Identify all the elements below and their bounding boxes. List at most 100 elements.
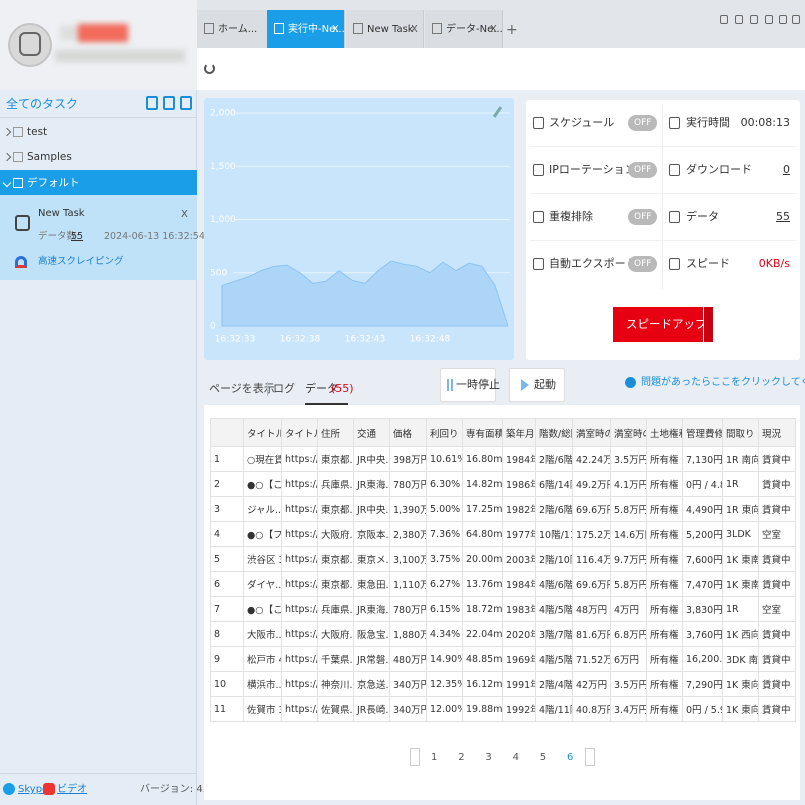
header-cell[interactable]: 価格 [389, 418, 427, 447]
header-cell[interactable]: 間取り [722, 418, 759, 447]
task-count[interactable]: 55 [71, 231, 84, 242]
tab-close[interactable]: X [411, 24, 418, 35]
tab[interactable] [197, 10, 275, 48]
header-cell[interactable]: 土地権利 [646, 418, 683, 447]
header-cell[interactable]: 住所 [317, 418, 354, 447]
table-cell: 19.88m² [462, 696, 503, 722]
page-number[interactable]: 6 [567, 752, 574, 763]
header-cell[interactable]: 利回り [426, 418, 463, 447]
tab[interactable] [346, 10, 424, 48]
header-cell[interactable]: 現況 [758, 418, 796, 447]
toggle-state[interactable]: OFF [634, 118, 652, 128]
window-control[interactable] [750, 15, 758, 24]
video-icon[interactable] [43, 783, 55, 795]
header-cell[interactable]: 専有面積 [462, 418, 503, 447]
tab-close[interactable]: X [332, 24, 339, 35]
table-cell: 5.00% [426, 496, 463, 522]
speed-up-label[interactable]: スピードアップ [626, 317, 707, 331]
video-link[interactable]: ビデオ [57, 784, 87, 795]
table-cell: 175.2万円 [572, 521, 611, 547]
task-name[interactable]: New Task [38, 208, 85, 219]
table-cell: 81.6万円 [572, 621, 611, 647]
window-control[interactable] [792, 15, 800, 24]
window-control[interactable] [765, 15, 773, 24]
avatar-icon [19, 32, 41, 56]
table-cell: https://w... [281, 471, 318, 497]
table-cell: JR東海... [353, 596, 390, 622]
all-tasks-label[interactable]: 全てのタスク [6, 97, 79, 111]
pause-label[interactable]: 一時停止 [456, 378, 500, 391]
header-cell[interactable]: タイトル [243, 418, 282, 447]
prev-page[interactable] [410, 748, 420, 766]
new-tab[interactable]: + [506, 22, 518, 38]
toggle[interactable] [628, 209, 657, 225]
toggle[interactable] [628, 162, 657, 178]
status-label: スピード [686, 257, 730, 270]
table-cell: 賃貸中 [758, 496, 796, 522]
status-value[interactable]: 55 [776, 210, 790, 223]
folder-name[interactable]: Samples [27, 151, 72, 163]
pause-button[interactable] [440, 368, 496, 402]
tab-label[interactable]: データ-Ne... [446, 24, 503, 35]
row-divider [530, 146, 796, 147]
header-cell[interactable]: 築年月 [502, 418, 536, 447]
tab[interactable] [425, 10, 503, 48]
page-number[interactable]: 5 [539, 752, 547, 763]
page-number[interactable]: 4 [512, 752, 519, 763]
header-cell[interactable]: 管理費修 [682, 418, 723, 447]
folder-name[interactable]: デフォルト [27, 177, 80, 189]
toggle-state[interactable]: OFF [634, 165, 652, 175]
tab-label[interactable]: New Task [367, 24, 414, 35]
table-cell: 所有権 [646, 471, 683, 497]
view-tab-data[interactable]: データ [305, 382, 338, 395]
status-value[interactable]: 0 [783, 163, 790, 176]
help-icon[interactable] [625, 377, 636, 388]
refresh-icon[interactable] [204, 63, 215, 74]
help-link[interactable]: 問題があったらここをクリックしてください [641, 377, 805, 388]
toggle-state[interactable]: OFF [634, 259, 652, 269]
toolbar-icon[interactable] [180, 96, 192, 110]
window-control[interactable] [735, 15, 743, 24]
table-cell: 2階/10階建 [535, 546, 573, 572]
toggle[interactable] [628, 256, 657, 272]
header-cell[interactable]: 満室時の年 [572, 418, 611, 447]
toggle[interactable] [628, 115, 657, 131]
start-button[interactable] [509, 368, 565, 402]
speed-up-dropdown[interactable] [703, 307, 713, 342]
x-tick-label: 16:32:33 [215, 335, 255, 345]
table-cell: ダイヤ... [243, 571, 282, 597]
next-page[interactable] [585, 748, 595, 766]
toolbar-icon[interactable] [146, 96, 158, 110]
page-number[interactable]: 3 [485, 752, 492, 763]
toolbar-icon[interactable] [163, 96, 175, 110]
tab-label[interactable]: 実行中-Ne... [288, 24, 345, 35]
tab[interactable] [267, 10, 345, 48]
tab-close[interactable]: X [490, 24, 497, 35]
task-mode[interactable]: 高速スクレイピング [38, 256, 124, 267]
view-tab-log[interactable]: ログ [273, 382, 295, 395]
table-cell: https://w... [281, 621, 318, 647]
view-tab-data-count[interactable]: (55) [331, 382, 354, 395]
header-cell[interactable]: 階数/総階 [535, 418, 573, 447]
tab-label[interactable]: ホーム... [218, 24, 258, 35]
table-cell: 賃貸中 [758, 546, 796, 572]
header-cell[interactable]: 満室時の月 [610, 418, 647, 447]
folder-name[interactable]: test [27, 126, 48, 138]
table-cell: 1,390万円 [389, 496, 427, 522]
skype-icon[interactable] [3, 783, 15, 795]
page-number[interactable]: 2 [458, 752, 465, 763]
skype-link[interactable]: Skype [18, 784, 49, 795]
table-cell: 6.8万円 [610, 621, 647, 647]
start-label[interactable]: 起動 [534, 378, 556, 391]
page-number[interactable]: 1 [431, 752, 438, 763]
view-tab-page[interactable]: ページを表示 [209, 382, 275, 395]
table-cell: 3.5万円 [610, 446, 647, 472]
header-cell[interactable]: タイトル [281, 418, 318, 447]
toggle-state[interactable]: OFF [634, 212, 652, 222]
window-control[interactable] [779, 15, 787, 24]
task-close[interactable]: X [181, 209, 188, 220]
window-control[interactable] [720, 15, 728, 24]
header-cell[interactable]: 交通 [353, 418, 390, 447]
area [221, 260, 509, 327]
speed-up-button[interactable] [613, 307, 704, 342]
